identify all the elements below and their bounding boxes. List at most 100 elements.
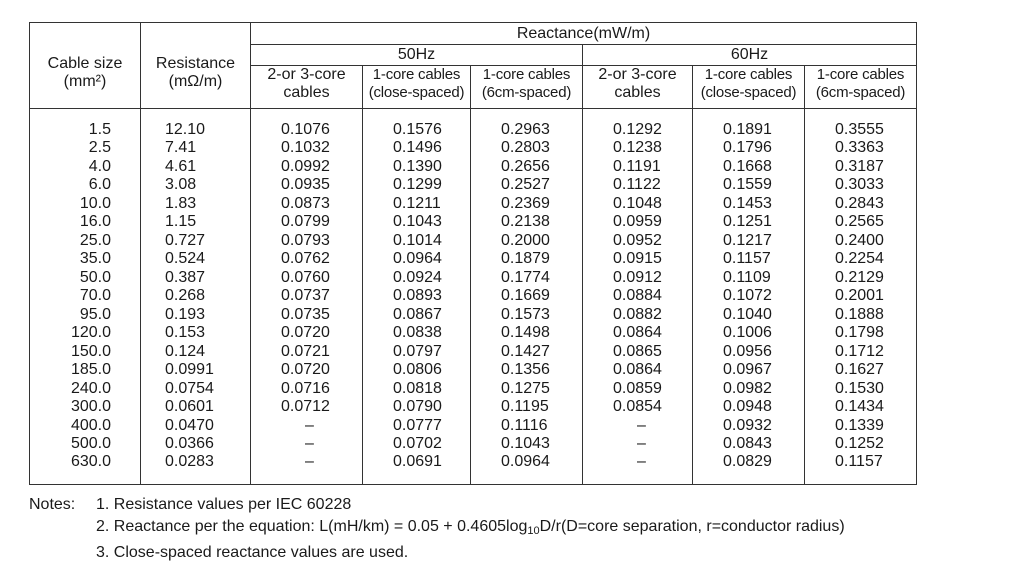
table-cell: 0.1573 xyxy=(501,305,550,323)
table-cell: 0.0964 xyxy=(501,453,550,471)
table-cell: 0.2000 xyxy=(501,231,550,249)
table-cell: 500.0 xyxy=(70,434,111,452)
table-cell: 0.1048 xyxy=(613,194,662,212)
cable-size-label: Cable size xyxy=(47,54,123,72)
note-2: 2. Reactance per the equation: L(mH/km) … xyxy=(96,516,845,542)
table-cell: 0.2527 xyxy=(501,176,550,194)
table-cell: 0.1043 xyxy=(501,434,550,452)
column-6cm-spaced-50: 0.2963 0.2803 0.2656 0.2527 0.2369 0.2138 0.20… xyxy=(470,108,583,485)
table-cell: 0.0912 xyxy=(613,268,662,286)
table-cell: 0.0932 xyxy=(723,416,772,434)
table-cell: 1.15 xyxy=(165,213,197,231)
table-cell: 0.1043 xyxy=(393,213,442,231)
table-cell: 0.153 xyxy=(165,324,206,342)
table-cell: 0.2369 xyxy=(501,194,550,212)
table-cell: 0.1496 xyxy=(393,139,442,157)
table-cell: 0.0935 xyxy=(281,176,330,194)
table-cell: 0.1211 xyxy=(393,194,441,212)
table-cell: 6.0 xyxy=(88,176,111,194)
table-cell: 0.0956 xyxy=(723,342,772,360)
table-cell: 0.1453 xyxy=(723,194,772,212)
table-cell: 0.0967 xyxy=(723,361,772,379)
sub-header-line: cables xyxy=(283,84,330,101)
column-2or3-core-60: 0.1292 0.1238 0.1191 0.1122 0.1048 0.0959 0.09… xyxy=(582,108,693,485)
table-cell: 0.1040 xyxy=(723,305,772,323)
freq-50hz-header: 50Hz xyxy=(250,44,583,66)
table-cell: 3.08 xyxy=(165,176,197,194)
table-cell: 0.0720 xyxy=(281,361,330,379)
table-cell: 0.0777 xyxy=(393,416,442,434)
table-cell: 0.1796 xyxy=(723,139,772,157)
column-cable-size: 1.5 2.5 4.0 6.0 10.0 16.0 25.0 35.0 50.0 70.0 95.0… xyxy=(29,108,141,485)
table-cell: 0.1275 xyxy=(501,379,550,397)
table-cell: 0.0854 xyxy=(613,398,662,416)
table-cell: 35.0 xyxy=(79,250,111,268)
table-cell: 120.0 xyxy=(70,324,111,342)
table-cell: 630.0 xyxy=(70,453,111,471)
table-cell: 0.3033 xyxy=(835,176,884,194)
table-cell: 0.1157 xyxy=(723,250,771,268)
table-cell: 0.3363 xyxy=(835,139,884,157)
table-cell: 300.0 xyxy=(70,398,111,416)
note-2-text: 2. Reactance per the equation: L(mH/km) … xyxy=(96,518,528,535)
sub-header-line: (6cm-spaced) xyxy=(815,84,906,101)
table-cell: 0.0702 xyxy=(393,434,442,452)
table-cell: 0.1122 xyxy=(613,176,661,194)
table-cell: 0.193 xyxy=(165,305,206,323)
table-cell: 0.1356 xyxy=(501,361,550,379)
table-cell: 0.0818 xyxy=(393,379,442,397)
table-cell: 0.1669 xyxy=(501,287,550,305)
table-cell: 12.10 xyxy=(165,121,206,138)
table-cell: 0.0797 xyxy=(393,342,442,360)
table-cell: 0.1195 xyxy=(501,398,549,416)
table-cell: 0.0859 xyxy=(613,379,662,397)
table-cell: – xyxy=(637,416,646,434)
table-cell: 7.41 xyxy=(165,139,197,157)
resistance-header: Resistance (mΩ/m) xyxy=(140,22,251,109)
sub-header-line: 1-core cables xyxy=(482,66,571,83)
sub-header-close-spaced-60: 1-core cables (close-spaced) xyxy=(692,65,805,109)
table-cell: – xyxy=(305,434,314,452)
sub-header-2or3-core-50: 2-or 3-core cables xyxy=(250,65,363,109)
table-cell: 4.61 xyxy=(165,157,197,175)
table-cell: 0.1498 xyxy=(501,324,550,342)
table-cell: 0.1157 xyxy=(835,453,883,471)
table-cell: 0.124 xyxy=(165,342,206,360)
table-cell: – xyxy=(637,434,646,452)
reactance-header: Reactance(mW/m) xyxy=(249,22,918,45)
table-cell: 0.1032 xyxy=(281,139,330,157)
table-cell: 0.0806 xyxy=(393,361,442,379)
note-2-subscript: 10 xyxy=(527,525,540,537)
notes-section: Notes: 1. Resistance values per IEC 6022… xyxy=(29,494,1009,564)
table-cell: 0.1072 xyxy=(723,287,772,305)
table-cell: 0.1712 xyxy=(835,342,884,360)
table-cell: 0.2001 xyxy=(835,287,884,305)
table-cell: 0.0964 xyxy=(393,250,442,268)
table-cell: 240.0 xyxy=(70,379,111,397)
table-cell: 0.2254 xyxy=(835,250,884,268)
sub-header-line: (close-spaced) xyxy=(700,84,797,101)
table-cell: 0.1427 xyxy=(501,342,550,360)
table-cell: 0.0882 xyxy=(613,305,662,323)
table-cell: 0.0915 xyxy=(613,250,662,268)
table-cell: 0.1116 xyxy=(501,416,548,434)
table-cell: 0.0893 xyxy=(393,287,442,305)
table-cell: 0.0470 xyxy=(165,416,214,434)
table-cell: 0.1559 xyxy=(723,176,772,194)
table-cell: 1.83 xyxy=(165,194,197,212)
table-cell: 0.0712 xyxy=(281,398,330,416)
freq-60hz-header: 60Hz xyxy=(581,44,918,66)
table-cell: 25.0 xyxy=(79,231,111,249)
table-cell: 0.1251 xyxy=(723,213,772,231)
table-cell: 0.2138 xyxy=(501,213,550,231)
table-cell: 0.268 xyxy=(165,287,206,305)
table-cell: 0.1879 xyxy=(501,250,550,268)
table-cell: 0.0884 xyxy=(613,287,662,305)
table-cell: 0.1891 xyxy=(723,121,772,138)
table-cell: 150.0 xyxy=(70,342,111,360)
sub-header-line: cables xyxy=(614,84,661,101)
table-cell: 0.0992 xyxy=(281,157,330,175)
table-cell: 10.0 xyxy=(79,194,111,212)
table-cell: 0.2803 xyxy=(501,139,550,157)
table-cell: 0.0865 xyxy=(613,342,662,360)
